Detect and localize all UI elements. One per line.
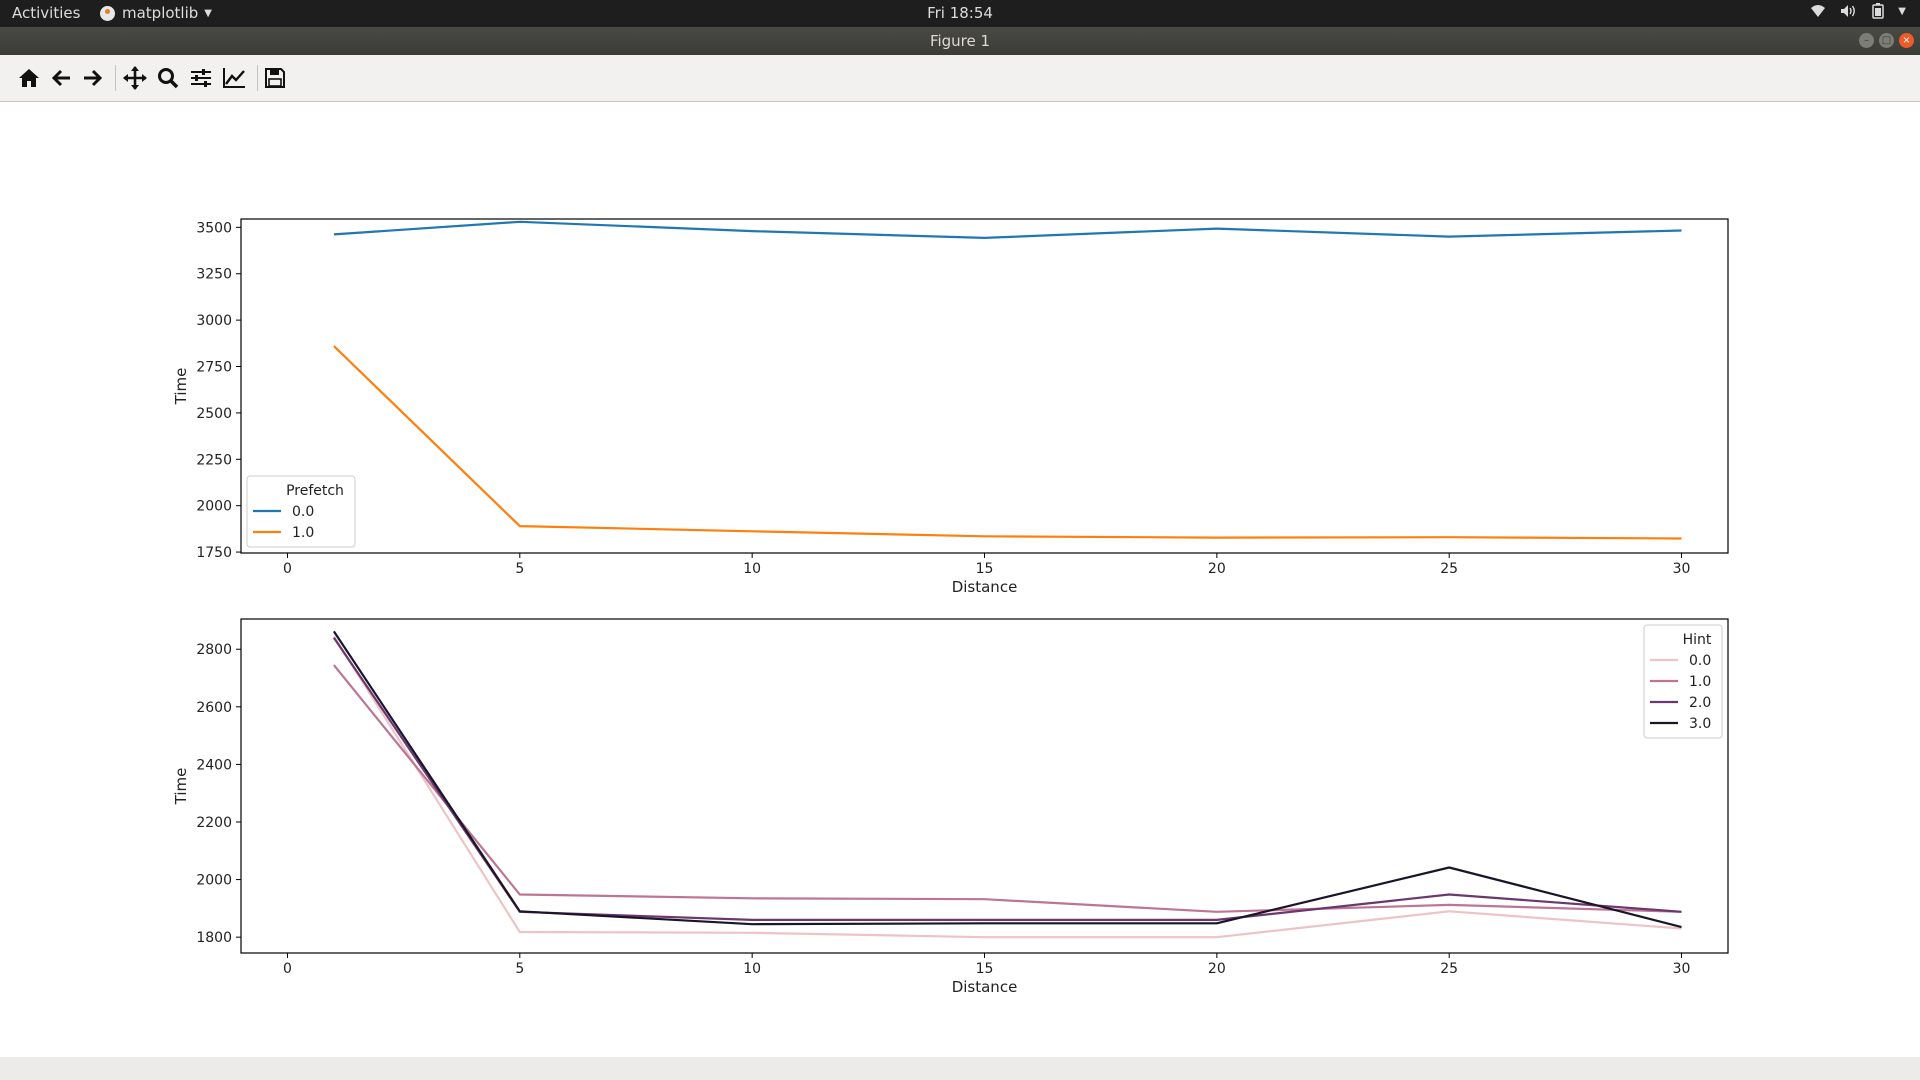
top-bar: Activities matplotlib ▼ Fri 18:54 ▼ — [0, 0, 1920, 27]
x-tick-label: 25 — [1440, 961, 1458, 977]
legend: Hint 0.0 1.0 2.0 3.0 — [1643, 624, 1723, 739]
series-line-3.0 — [332, 630, 1682, 929]
y-tick-label: 2800 — [196, 642, 232, 658]
minimize-button[interactable]: – — [1859, 33, 1874, 48]
series-line-0.0 — [333, 220, 1682, 239]
pan-button[interactable] — [120, 64, 150, 92]
y-axis-label: Time — [172, 768, 190, 806]
y-tick-label: 3000 — [196, 313, 232, 329]
maximize-button[interactable]: □ — [1879, 33, 1894, 48]
legend-title: Prefetch — [286, 483, 344, 499]
arrow-left-icon — [51, 69, 70, 87]
x-axis-label: Distance — [952, 578, 1018, 596]
series-line-0.0 — [332, 635, 1682, 939]
y-tick-label: 3250 — [196, 267, 232, 283]
sliders-icon — [191, 69, 211, 87]
legend-entry-0.0: 0.0 — [292, 504, 314, 520]
status-bar — [0, 1057, 1920, 1080]
series-line-1.0 — [333, 345, 1682, 540]
clock[interactable]: Fri 18:54 — [927, 4, 993, 22]
figure-toolbar — [0, 55, 1920, 102]
y-tick-label: 2000 — [196, 499, 232, 515]
x-tick-label: 20 — [1208, 961, 1226, 977]
x-tick-label: 0 — [283, 561, 292, 577]
power-menu-caret-icon: ▼ — [1898, 5, 1906, 17]
series-line-1.0 — [333, 664, 1682, 913]
magnifier-icon — [158, 68, 179, 89]
y-tick-label: 2500 — [196, 406, 232, 422]
clock-container: Fri 18:54 — [0, 4, 1920, 22]
legend-entry-1.0: 1.0 — [292, 525, 314, 541]
window-controls: – □ × — [1859, 33, 1914, 48]
legend-entry-2.0: 2.0 — [1689, 695, 1711, 711]
x-tick-label: 5 — [515, 561, 524, 577]
y-tick-label: 1750 — [196, 545, 232, 561]
x-tick-label: 25 — [1440, 561, 1458, 577]
chevron-down-icon: ▼ — [204, 7, 212, 19]
series-line-2.0 — [332, 637, 1682, 922]
subplot-1: 0 5 10 15 20 25 30 1750 2000 2250 2500 2750 3000 3250… — [172, 218, 1729, 596]
app-menu[interactable]: matplotlib ▼ — [100, 4, 212, 22]
toolbar-separator — [115, 65, 116, 91]
y-tick-label: 2400 — [196, 757, 232, 773]
forward-button[interactable] — [78, 64, 108, 92]
home-button[interactable] — [14, 64, 44, 92]
window-titlebar[interactable]: Figure 1 – □ × — [0, 27, 1920, 55]
close-button[interactable]: × — [1899, 33, 1914, 48]
x-tick-label: 30 — [1673, 961, 1691, 977]
app-menu-label: matplotlib — [122, 4, 199, 22]
window-title: Figure 1 — [929, 32, 991, 50]
floppy-icon — [265, 68, 285, 88]
legend-entry-0.0: 0.0 — [1689, 653, 1711, 669]
legend: Prefetch 0.0 1.0 — [246, 475, 356, 548]
activities-button[interactable]: Activities — [12, 4, 81, 22]
x-tick-label: 10 — [743, 961, 761, 977]
toolbar-separator — [257, 65, 258, 91]
home-icon — [19, 69, 39, 87]
figure-canvas[interactable]: 0 5 10 15 20 25 30 1750 2000 2250 2500 2750 3000 3250… — [0, 102, 1920, 1057]
back-button[interactable] — [46, 64, 76, 92]
edit-axes-button[interactable] — [219, 64, 249, 92]
y-tick-label: 2200 — [196, 815, 232, 831]
x-tick-label: 10 — [743, 561, 761, 577]
line-chart-icon — [223, 68, 245, 88]
legend-entry-3.0: 3.0 — [1689, 716, 1711, 732]
y-tick-label: 2250 — [196, 452, 232, 468]
subplots-button[interactable] — [186, 64, 216, 92]
x-tick-label: 20 — [1208, 561, 1226, 577]
y-tick-label: 2750 — [196, 360, 232, 376]
axes-frame — [240, 218, 1729, 554]
y-axis-label: Time — [172, 368, 190, 406]
y-tick-label: 2000 — [196, 873, 232, 889]
x-axis-label: Distance — [952, 978, 1018, 996]
axes-frame — [240, 618, 1729, 954]
system-tray[interactable]: ▼ — [1810, 3, 1906, 19]
legend-title: Hint — [1683, 632, 1712, 648]
y-tick-label: 3500 — [196, 220, 232, 236]
legend-box — [1643, 624, 1723, 739]
x-tick-label: 15 — [976, 561, 994, 577]
volume-icon — [1841, 5, 1856, 17]
battery-icon — [1872, 3, 1885, 19]
x-tick-label: 0 — [283, 961, 292, 977]
x-tick-label: 30 — [1673, 561, 1691, 577]
save-button[interactable] — [260, 64, 290, 92]
y-tick-label: 2600 — [196, 700, 232, 716]
wifi-icon — [1811, 5, 1826, 17]
move-icon — [123, 66, 147, 90]
arrow-right-icon — [84, 69, 103, 87]
matplotlib-icon — [100, 5, 115, 21]
legend-box — [246, 475, 356, 548]
x-tick-label: 15 — [976, 961, 994, 977]
legend-entry-1.0: 1.0 — [1689, 674, 1711, 690]
zoom-button[interactable] — [153, 64, 183, 92]
subplot-2: 0 5 10 15 20 25 30 1800 2000 2200 2400 2600 2800 Dist… — [172, 618, 1729, 996]
figure-svg: 0 5 10 15 20 25 30 1750 2000 2250 2500 2750 3000 3250… — [172, 218, 1729, 996]
x-tick-label: 5 — [515, 961, 524, 977]
y-tick-label: 1800 — [196, 930, 232, 946]
